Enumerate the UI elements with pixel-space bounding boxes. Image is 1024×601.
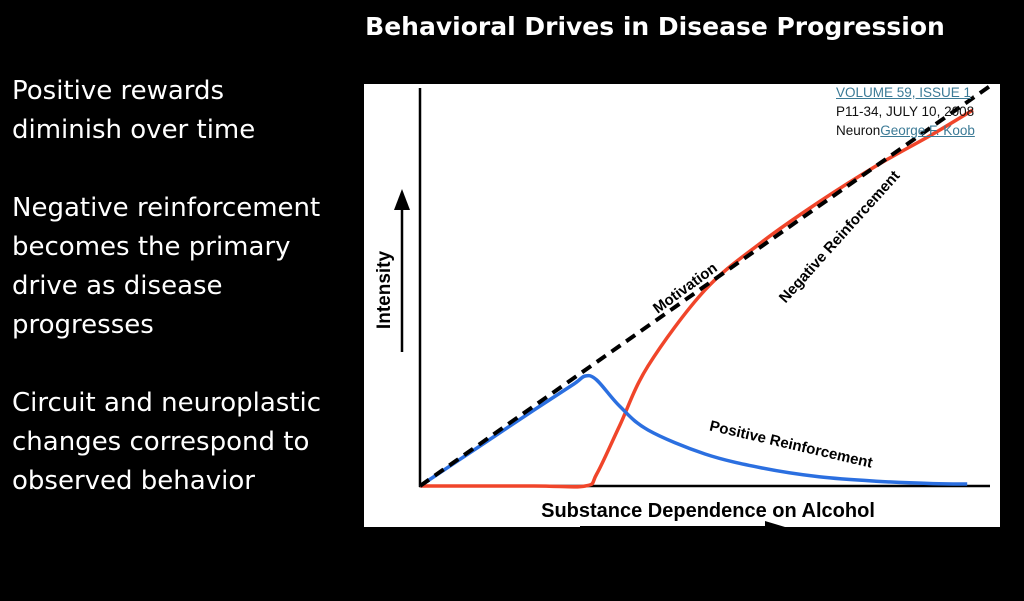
bullet-item: Positive rewards diminish over time <box>12 76 256 145</box>
citation: VOLUME 59, ISSUE 1, P11-34, JULY 10, 200… <box>836 83 996 140</box>
slide-title: Behavioral Drives in Disease Progression <box>365 12 945 41</box>
bullet-item: Negative reinforcement becomes the prima… <box>12 193 321 340</box>
series-motivation <box>418 84 992 488</box>
x-axis-label: Substance Dependence on Alcohol <box>541 500 875 522</box>
positive-reinforcement-label: Positive Reinforcement <box>708 418 874 472</box>
y-axis-label: Intensity <box>374 251 395 330</box>
bullet-item: Circuit and neuroplastic changes corresp… <box>12 388 322 496</box>
motivation-label: Motivation <box>650 259 721 317</box>
bullet-list: Positive rewards diminish over time Nega… <box>12 72 342 540</box>
x-arrow-icon <box>580 521 785 528</box>
series-negative-reinforcement <box>420 108 974 489</box>
series-positive-reinforcement <box>419 373 968 488</box>
citation-text: , P11-34, JULY 10, 2008 Neuron <box>836 85 975 138</box>
citation-volume-link[interactable]: VOLUME 59, ISSUE 1 <box>836 85 972 100</box>
citation-author-link[interactable]: George F. Koob <box>880 123 975 138</box>
intensity-arrow-icon <box>394 189 410 352</box>
